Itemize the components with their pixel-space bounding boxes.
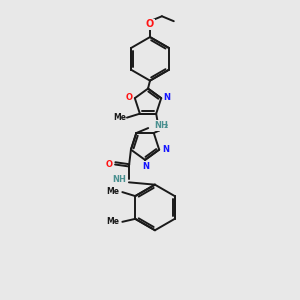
Text: N: N: [162, 145, 169, 154]
Text: O: O: [126, 93, 133, 102]
Text: N: N: [163, 93, 170, 102]
Text: NH: NH: [154, 121, 168, 130]
Text: N: N: [142, 162, 149, 171]
Text: O: O: [106, 160, 113, 169]
Text: N: N: [156, 122, 163, 131]
Text: Me: Me: [113, 113, 126, 122]
Text: NH: NH: [112, 175, 126, 184]
Text: O: O: [146, 19, 154, 29]
Text: Me: Me: [106, 187, 119, 196]
Text: 2: 2: [163, 124, 167, 129]
Text: Me: Me: [106, 217, 119, 226]
